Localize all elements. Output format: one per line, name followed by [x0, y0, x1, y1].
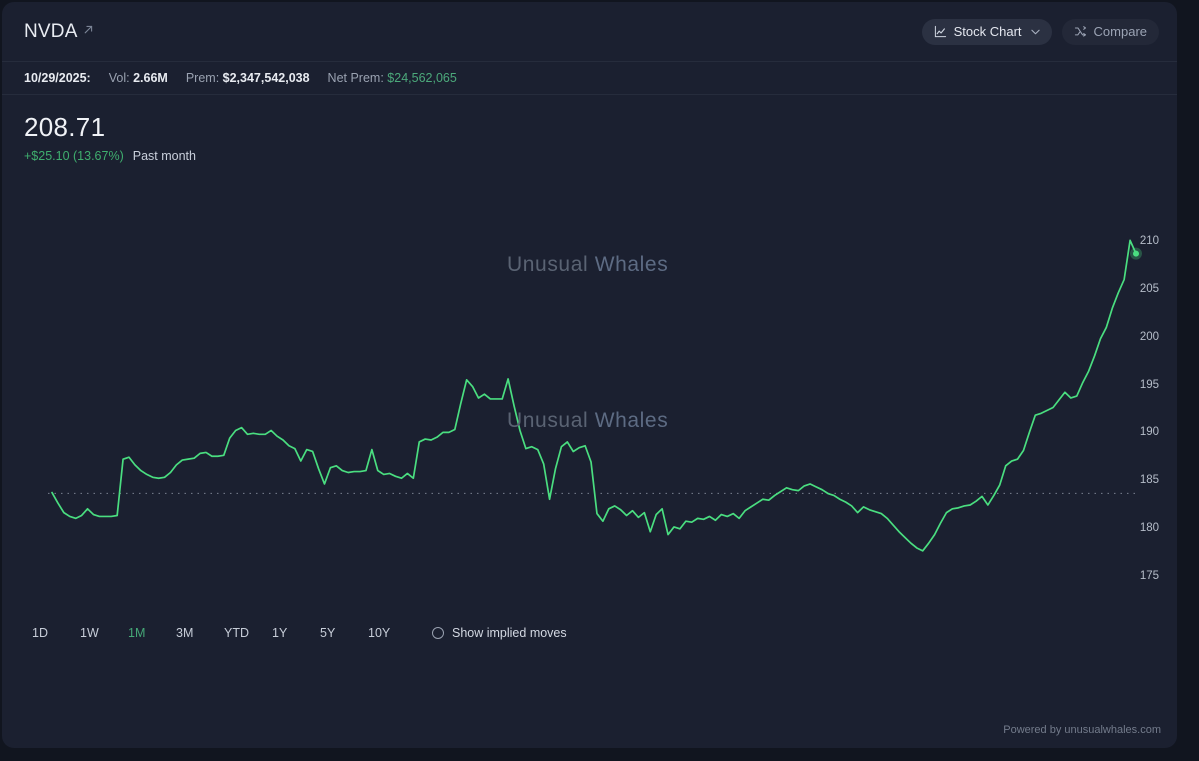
price-chart[interactable]: Unusual Whales Unusual Whales: [2, 185, 1177, 610]
stats-volume-label: Vol:: [108, 71, 130, 85]
stats-date: 10/29/2025:: [24, 71, 91, 85]
stats-premium: Prem: $2,347,542,038: [186, 71, 310, 85]
range-button-10y[interactable]: 10Y: [368, 626, 391, 640]
stock-chart-card: NVDA Stock Chart: [2, 2, 1177, 748]
compare-button[interactable]: Compare: [1061, 18, 1159, 45]
stock-chart-button[interactable]: Stock Chart: [921, 18, 1052, 45]
range-button-1y[interactable]: 1Y: [272, 626, 288, 640]
y-axis-tick: 190: [1139, 426, 1159, 439]
y-axis-tick: 205: [1139, 283, 1159, 296]
stats-premium-value: $2,347,542,038: [222, 71, 310, 85]
header-actions: Stock Chart: [921, 18, 1159, 45]
range-button-3m[interactable]: 3M: [176, 626, 194, 640]
y-axis: 175 180 185 190 195 200 205 210: [1132, 185, 1177, 610]
range-button-1w[interactable]: 1W: [80, 626, 99, 640]
compare-button-label: Compare: [1093, 24, 1147, 39]
range-button-1m[interactable]: 1M: [128, 626, 146, 640]
arrow-up-right-icon[interactable]: [83, 24, 94, 37]
range-selector: 1D 1W 1M 3M YTD 1Y 5Y 10Y Show implied moves: [2, 618, 1177, 648]
stats-volume-value: 2.66M: [133, 71, 168, 85]
chevron-down-icon: [1030, 27, 1040, 37]
price-block: 208.71 +$25.10 (13.67%) Past month: [2, 95, 1177, 163]
ticker-symbol: NVDA: [24, 20, 78, 42]
powered-by-label: Powered by unusualwhales.com: [1003, 724, 1161, 736]
stats-net-premium-value: $24,562,065: [387, 71, 457, 85]
y-axis-tick: 180: [1139, 521, 1159, 534]
range-button-1d[interactable]: 1D: [32, 626, 48, 640]
ticker-block[interactable]: NVDA: [24, 21, 94, 43]
radio-icon[interactable]: [432, 627, 444, 639]
stats-premium-label: Prem:: [185, 71, 220, 85]
card-header: NVDA Stock Chart: [2, 2, 1177, 62]
stats-net-premium: Net Prem: $24,562,065: [328, 71, 457, 85]
y-axis-tick: 210: [1139, 235, 1159, 248]
stock-chart-button-label: Stock Chart: [953, 24, 1022, 39]
y-axis-tick: 200: [1139, 330, 1159, 343]
y-axis-tick: 195: [1139, 378, 1159, 391]
last-price: 208.71: [24, 112, 106, 142]
y-axis-tick: 185: [1139, 474, 1159, 487]
range-button-ytd[interactable]: YTD: [224, 626, 249, 640]
show-implied-moves-toggle[interactable]: Show implied moves: [432, 626, 567, 640]
price-period-label: Past month: [132, 148, 196, 163]
price-change-row: +$25.10 (13.67%) Past month: [24, 149, 1177, 163]
line-chart-icon: [934, 25, 947, 38]
price-change: +$25.10 (13.67%): [24, 148, 124, 163]
shuffle-icon: [1074, 25, 1087, 38]
show-implied-moves-label: Show implied moves: [452, 626, 567, 640]
stats-bar: 10/29/2025: Vol: 2.66M Prem: $2,347,542,…: [2, 62, 1177, 95]
range-button-5y[interactable]: 5Y: [320, 626, 336, 640]
y-axis-tick: 175: [1139, 569, 1159, 582]
price-chart-svg[interactable]: [2, 185, 1177, 610]
stats-net-premium-label: Net Prem:: [327, 71, 384, 85]
stats-volume: Vol: 2.66M: [109, 71, 168, 85]
